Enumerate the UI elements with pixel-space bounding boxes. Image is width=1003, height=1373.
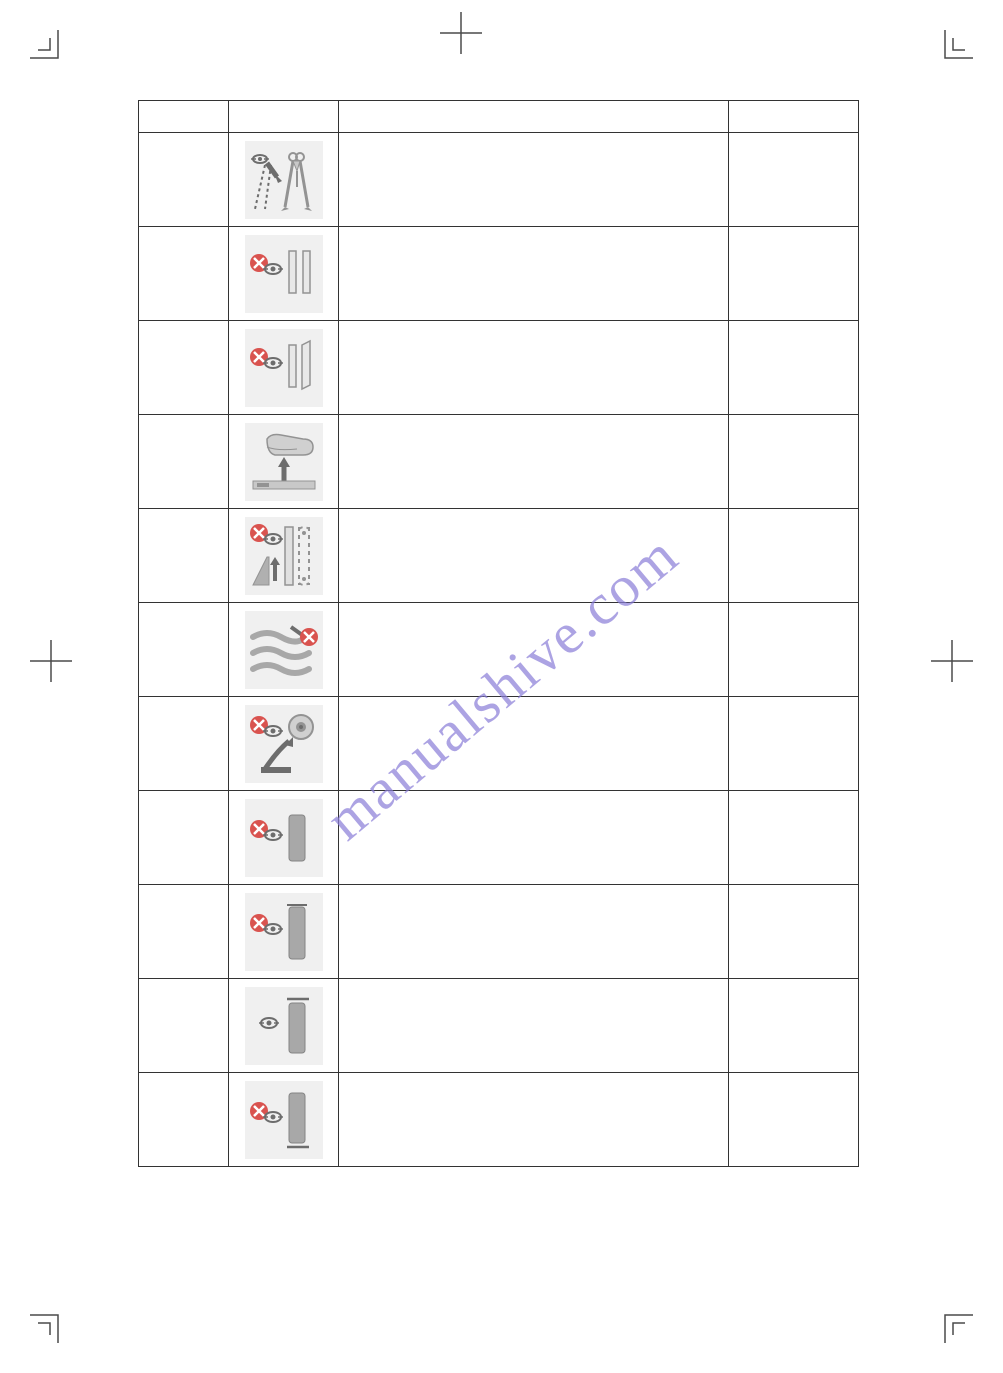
cell-r7-c3 <box>339 697 729 791</box>
cell-r2-c3 <box>339 227 729 321</box>
cell-r8-c1 <box>139 791 229 885</box>
cell-r1-c3 <box>339 133 729 227</box>
x-eye-bar-thick-short-icon <box>245 799 323 877</box>
header-cell-1 <box>139 101 229 133</box>
x-eye-stand-dashed-icon <box>245 517 323 595</box>
table-row <box>139 885 859 979</box>
cell-r6-c1 <box>139 603 229 697</box>
x-eye-bars-gap-icon <box>245 235 323 313</box>
table-row <box>139 509 859 603</box>
cell-r11-c4 <box>729 1073 859 1167</box>
cell-r1-c4 <box>729 133 859 227</box>
header-cell-2 <box>229 101 339 133</box>
table-row <box>139 697 859 791</box>
cell-r10-c4 <box>729 979 859 1073</box>
table-row <box>139 227 859 321</box>
table-row <box>139 321 859 415</box>
crop-mark-top <box>440 12 482 54</box>
table-row <box>139 979 859 1073</box>
cell-r5-c1 <box>139 509 229 603</box>
table-row <box>139 415 859 509</box>
cell-r9-c3 <box>339 885 729 979</box>
table-header-row <box>139 101 859 133</box>
x-eye-bar-bottom-line-icon <box>245 1081 323 1159</box>
cell-r8-c3 <box>339 791 729 885</box>
x-eye-roller-arrow-icon <box>245 705 323 783</box>
cell-r7-c1 <box>139 697 229 791</box>
cell-r11-c3 <box>339 1073 729 1167</box>
eye-arrow-compass-icon <box>245 141 323 219</box>
cell-r8-c4 <box>729 791 859 885</box>
eye-bar-top-line-icon <box>245 987 323 1065</box>
crop-mark-br <box>933 1303 973 1343</box>
cell-r6-c3 <box>339 603 729 697</box>
crop-mark-tl <box>30 30 70 70</box>
header-cell-3 <box>339 101 729 133</box>
cell-r4-c3 <box>339 415 729 509</box>
cell-r3-c3 <box>339 321 729 415</box>
cell-r5-c3 <box>339 509 729 603</box>
cell-r3-c1 <box>139 321 229 415</box>
table-row <box>139 1073 859 1167</box>
foot-lift-icon <box>245 423 323 501</box>
cell-r11-c1 <box>139 1073 229 1167</box>
table-row <box>139 603 859 697</box>
table-row <box>139 133 859 227</box>
crop-mark-bl <box>30 1303 70 1343</box>
cell-r9-c4 <box>729 885 859 979</box>
crop-mark-left <box>30 640 72 682</box>
cell-r4-c1 <box>139 415 229 509</box>
x-eye-bars-skew-icon <box>245 329 323 407</box>
crop-mark-right <box>931 640 973 682</box>
cell-r3-c4 <box>729 321 859 415</box>
cell-r9-c1 <box>139 885 229 979</box>
x-eye-bar-thick-tall-icon <box>245 893 323 971</box>
table-row <box>139 791 859 885</box>
cell-r1-c1 <box>139 133 229 227</box>
cell-r2-c4 <box>729 227 859 321</box>
crop-mark-tr <box>933 30 973 70</box>
cell-r10-c1 <box>139 979 229 1073</box>
cell-r6-c4 <box>729 603 859 697</box>
cell-r4-c4 <box>729 415 859 509</box>
icon-table <box>138 100 859 1167</box>
cell-r2-c1 <box>139 227 229 321</box>
cell-r5-c4 <box>729 509 859 603</box>
waves-x-icon <box>245 611 323 689</box>
cell-r7-c4 <box>729 697 859 791</box>
header-cell-4 <box>729 101 859 133</box>
cell-r10-c3 <box>339 979 729 1073</box>
